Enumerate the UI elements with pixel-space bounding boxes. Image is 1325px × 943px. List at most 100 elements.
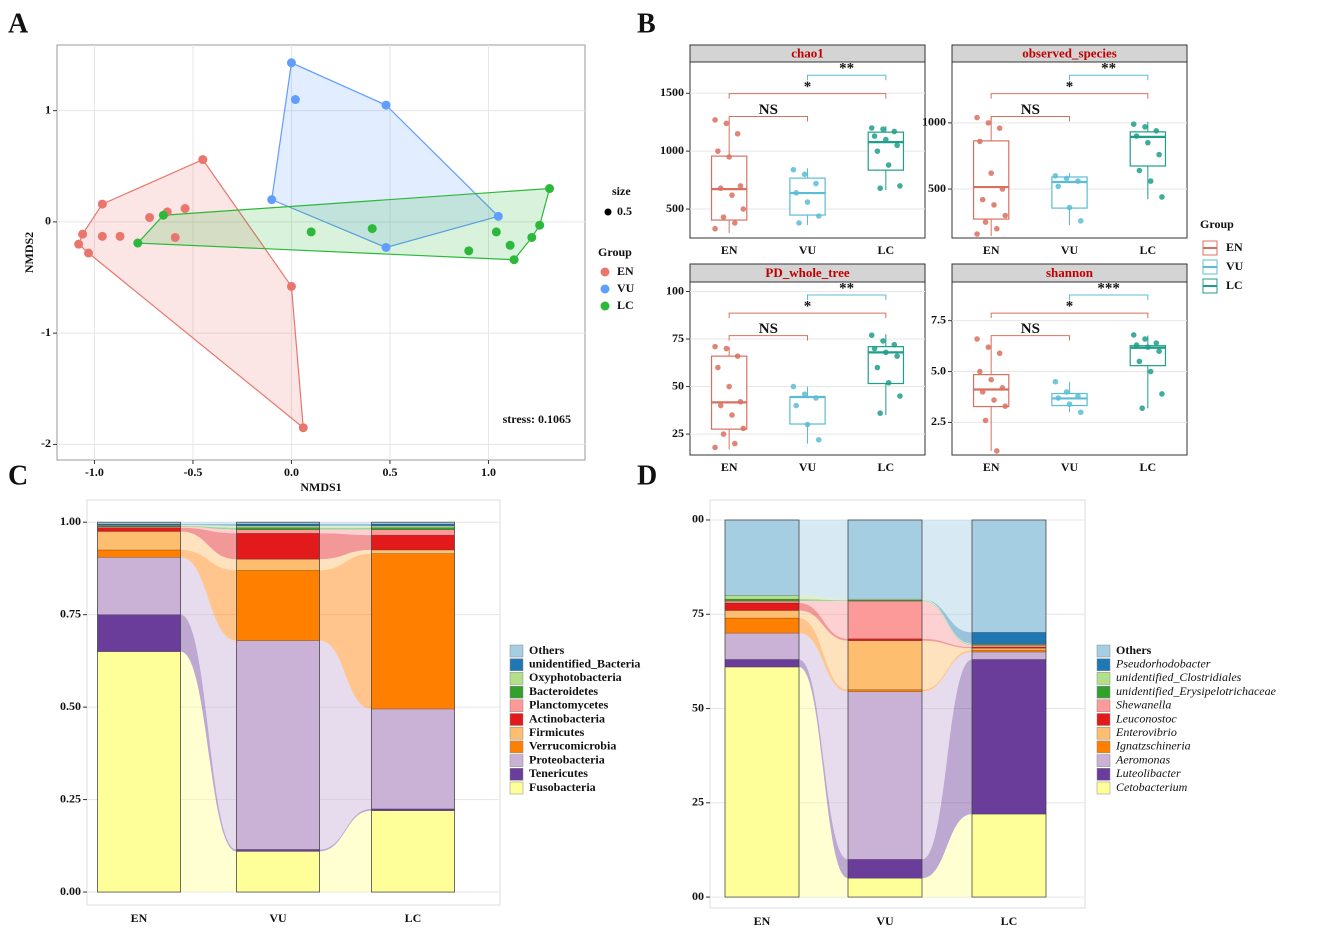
legend-key — [600, 301, 610, 311]
legend-key — [509, 740, 524, 754]
point — [877, 410, 883, 416]
y-tick-label: 0.25 — [60, 791, 81, 805]
bar-segment — [847, 691, 923, 860]
panel-letter: C — [8, 460, 28, 491]
flow — [799, 519, 848, 600]
legend-label: unidentified_Clostridiales — [1116, 670, 1242, 684]
point — [97, 199, 107, 209]
point — [712, 444, 718, 451]
point — [1130, 332, 1137, 338]
y-tick-label: 7.5 — [931, 312, 946, 326]
bar-segment — [236, 523, 320, 527]
legend-label: Proteobacteria — [529, 752, 605, 766]
point — [1077, 217, 1084, 224]
point — [793, 190, 800, 196]
y-tick-label: 25 — [672, 426, 684, 440]
legend-label: Cetobacterium — [1116, 780, 1188, 794]
point — [1075, 393, 1081, 399]
point — [740, 425, 747, 432]
x-tick-label: LC — [1139, 243, 1156, 257]
legend-label: Others — [529, 643, 565, 657]
legend-key — [509, 768, 524, 781]
legend-key — [1096, 726, 1111, 740]
flow — [922, 601, 972, 648]
flow — [922, 814, 972, 898]
legend-key — [1096, 672, 1111, 685]
flow — [180, 522, 237, 525]
flow — [922, 650, 972, 692]
flow — [319, 527, 372, 530]
bar-segment — [724, 519, 800, 596]
point — [974, 336, 980, 342]
point — [734, 353, 741, 359]
point — [509, 255, 519, 265]
x-tick-label: LC — [405, 911, 422, 925]
legend-label: Oxyphotobacteria — [529, 670, 622, 684]
x-tick-label: LC — [1001, 914, 1018, 928]
x-axis-title: NMDS1 — [300, 480, 341, 494]
point — [999, 385, 1006, 391]
point — [1142, 336, 1148, 342]
y-tick-label: 50 — [672, 378, 684, 392]
x-tick-label: VU — [269, 911, 287, 925]
bar-segment — [371, 523, 455, 527]
point — [1156, 348, 1162, 355]
flow — [319, 640, 372, 850]
bar-segment — [724, 600, 800, 604]
flow — [180, 526, 237, 534]
x-tick-label: EN — [983, 243, 1000, 257]
x-tick-label: EN — [721, 243, 738, 257]
point — [306, 227, 316, 237]
size-legend-title: size — [612, 184, 631, 198]
flow — [922, 659, 972, 879]
significance: * — [804, 299, 812, 315]
bar-segment — [371, 527, 455, 530]
bar-segment — [971, 632, 1047, 644]
flow — [319, 529, 372, 536]
point — [720, 431, 727, 437]
point — [729, 192, 735, 198]
bar-segment — [97, 557, 181, 615]
point — [897, 183, 903, 189]
point — [1136, 167, 1143, 174]
x-tick-label: VU — [799, 243, 817, 257]
x-tick-label: VU — [1061, 243, 1079, 257]
x-tick-label: EN — [754, 914, 771, 928]
point — [712, 343, 718, 350]
legend-key — [1096, 754, 1111, 767]
point — [527, 232, 537, 242]
y-tick-label: 0.00 — [60, 884, 81, 898]
point — [505, 240, 515, 250]
bracket — [990, 312, 1149, 319]
bar-segment — [847, 859, 923, 879]
facet-title: chao1 — [791, 45, 824, 60]
point — [988, 170, 994, 176]
y-tick-label: 1500 — [660, 85, 684, 99]
hull — [271, 61, 500, 249]
legend-key — [1096, 768, 1111, 781]
flow — [922, 638, 972, 649]
point — [1052, 173, 1059, 179]
bar-segment — [371, 549, 455, 554]
bar-segment — [236, 849, 320, 852]
flow — [319, 522, 372, 525]
point — [1145, 139, 1151, 146]
point — [1159, 391, 1165, 397]
point — [545, 184, 555, 194]
point — [985, 120, 992, 126]
y-tick-label: 1000 — [660, 143, 684, 157]
point — [982, 219, 989, 225]
point — [1159, 194, 1165, 200]
flow — [180, 531, 237, 571]
point — [1055, 183, 1062, 190]
bar-segment — [724, 666, 800, 898]
point — [790, 383, 797, 390]
x-tick-label: EN — [983, 460, 1000, 474]
point — [158, 210, 168, 220]
point — [874, 364, 881, 371]
legend-label: Actinobacteria — [529, 711, 605, 725]
bar-segment — [371, 534, 455, 551]
legend-key — [1096, 699, 1111, 713]
legend-label: Others — [1116, 643, 1152, 657]
